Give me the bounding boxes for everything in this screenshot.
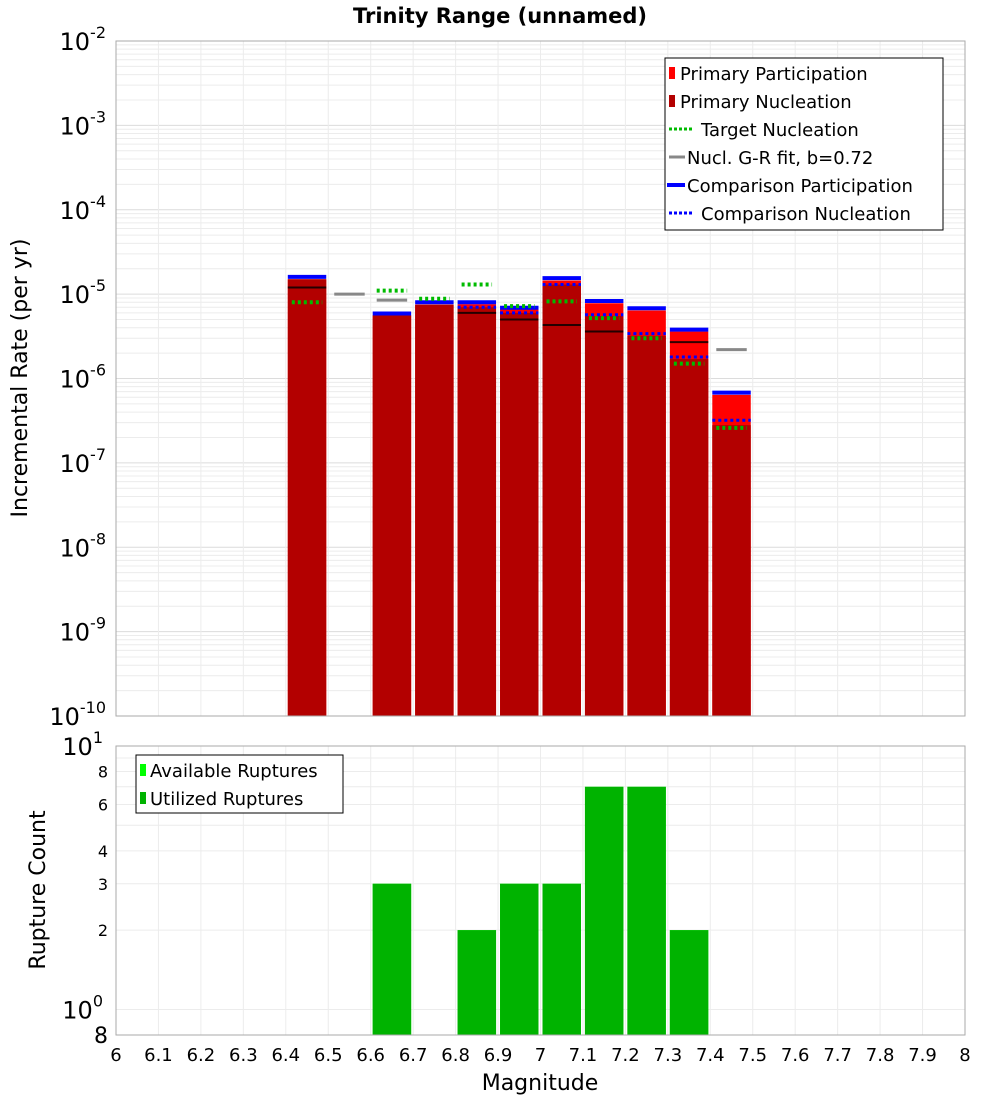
nucleation-bar xyxy=(712,425,751,716)
x-tick-label: 7.4 xyxy=(696,1045,725,1066)
top-y-axis-label: Incremental Rate (per yr) xyxy=(8,239,33,518)
x-axis-label: Magnitude xyxy=(482,1071,599,1096)
utilized-ruptures-bar xyxy=(627,786,666,1035)
bottom-legend-box xyxy=(135,754,344,814)
utilized-ruptures-bar xyxy=(584,786,624,1035)
utilized-ruptures-bar xyxy=(500,883,539,1035)
x-tick-label: 6.3 xyxy=(229,1045,258,1066)
nucleation-bar xyxy=(542,284,581,716)
legend-swatch-primary_nucleation xyxy=(669,95,675,107)
x-tick-label: 6.1 xyxy=(144,1045,173,1066)
legend-label-primary_participation: Primary Participation xyxy=(680,64,868,85)
utilized-ruptures-bar xyxy=(372,883,412,1035)
bottom-y-axis-label: Rupture Count xyxy=(26,810,51,970)
top-y-tick-label: 10-7 xyxy=(60,445,107,478)
x-tick-label: 7.5 xyxy=(738,1045,767,1066)
top-y-tick-label: 10-10 xyxy=(49,698,106,731)
x-tick-label: 8 xyxy=(959,1045,970,1066)
legend-swatch-utilized xyxy=(140,792,146,804)
top-y-tick-label: 10-6 xyxy=(60,361,107,394)
nucleation-bar xyxy=(584,316,624,716)
top-y-tick-label: 10-3 xyxy=(60,107,107,140)
nucleation-bar xyxy=(627,335,666,716)
x-tick-label: 7.6 xyxy=(781,1045,810,1066)
x-tick-label: 6.9 xyxy=(484,1045,513,1066)
nucleation-bar xyxy=(287,279,327,716)
bottom-y-tick-label: 3 xyxy=(98,875,108,894)
top-legend: Primary Participation Primary Nucleation T… xyxy=(664,57,944,231)
x-tick-label: 7 xyxy=(535,1045,546,1066)
x-tick-label: 7.2 xyxy=(611,1045,640,1066)
x-tick-label: 6.8 xyxy=(441,1045,470,1066)
legend-swatch-available xyxy=(140,764,146,776)
nucleation-bar xyxy=(669,359,709,716)
utilized-ruptures-bar xyxy=(542,883,581,1035)
utilized-ruptures-bar xyxy=(669,930,709,1035)
x-tick-label: 7.7 xyxy=(823,1045,852,1066)
bottom-plot-border xyxy=(115,745,966,1036)
legend-label-available: Available Ruptures xyxy=(150,761,318,782)
bottom-y-min-label: 8 xyxy=(94,1024,108,1049)
legend-swatch-primary_participation xyxy=(669,67,675,79)
top-y-tick-label: 10-5 xyxy=(60,276,107,309)
x-tick-label: 7.1 xyxy=(569,1045,598,1066)
nucleation-bar xyxy=(457,307,497,716)
legend-label-primary_nucleation: Primary Nucleation xyxy=(680,92,852,113)
top-y-tick-label: 10-4 xyxy=(60,192,107,225)
bottom-y-tick-label: 4 xyxy=(98,842,108,861)
bottom-y-tick-label: 6 xyxy=(98,795,108,814)
nucleation-bar xyxy=(415,304,454,716)
legend-label-comparison_nucleation: Comparison Nucleation xyxy=(701,204,911,225)
x-tick-label: 7.3 xyxy=(654,1045,683,1066)
bottom-y-tick-label: 8 xyxy=(98,763,108,782)
top-plot: 10-2 10-3 10-4 10-5 10-6 10-7 10-8 10-9 10-10 Pri… xyxy=(49,23,966,731)
legend-label-utilized: Utilized Ruptures xyxy=(150,789,303,810)
bottom-legend: Available Ruptures Utilized Ruptures xyxy=(135,754,344,814)
legend-label-comparison_participation: Comparison Participation xyxy=(687,176,913,197)
bottom-y-tick-label: 2 xyxy=(98,921,108,940)
x-tick-label: 6 xyxy=(110,1045,121,1066)
x-tick-label: 6.6 xyxy=(356,1045,385,1066)
top-y-tick-label: 10-9 xyxy=(60,614,107,647)
x-tick-label: 6.5 xyxy=(314,1045,343,1066)
x-tick-label: 7.8 xyxy=(866,1045,895,1066)
top-y-tick-label: 10-8 xyxy=(60,529,107,562)
top-y-tick-label: 10-2 xyxy=(60,23,107,56)
nucleation-bar xyxy=(500,312,539,716)
legend-label-target_nucleation: Target Nucleation xyxy=(700,120,859,141)
top-gridlines xyxy=(115,41,966,717)
top-legend-box xyxy=(664,57,944,231)
x-tick-label: 7.9 xyxy=(908,1045,937,1066)
x-tick-label: 6.2 xyxy=(187,1045,216,1066)
legend-label-gr_fit: Nucl. G-R fit, b=0.72 xyxy=(687,148,873,169)
x-tick-label: 6.4 xyxy=(271,1045,300,1066)
utilized-ruptures-bar xyxy=(457,930,497,1035)
x-tick-label: 6.7 xyxy=(399,1045,428,1066)
top-plot-border xyxy=(115,40,966,717)
nucleation-bar xyxy=(372,315,412,716)
bottom-y-decade-label: 101 xyxy=(62,728,103,761)
chart-title: Trinity Range (unnamed) xyxy=(353,4,647,28)
bottom-y-decade-label: 100 xyxy=(62,991,103,1024)
